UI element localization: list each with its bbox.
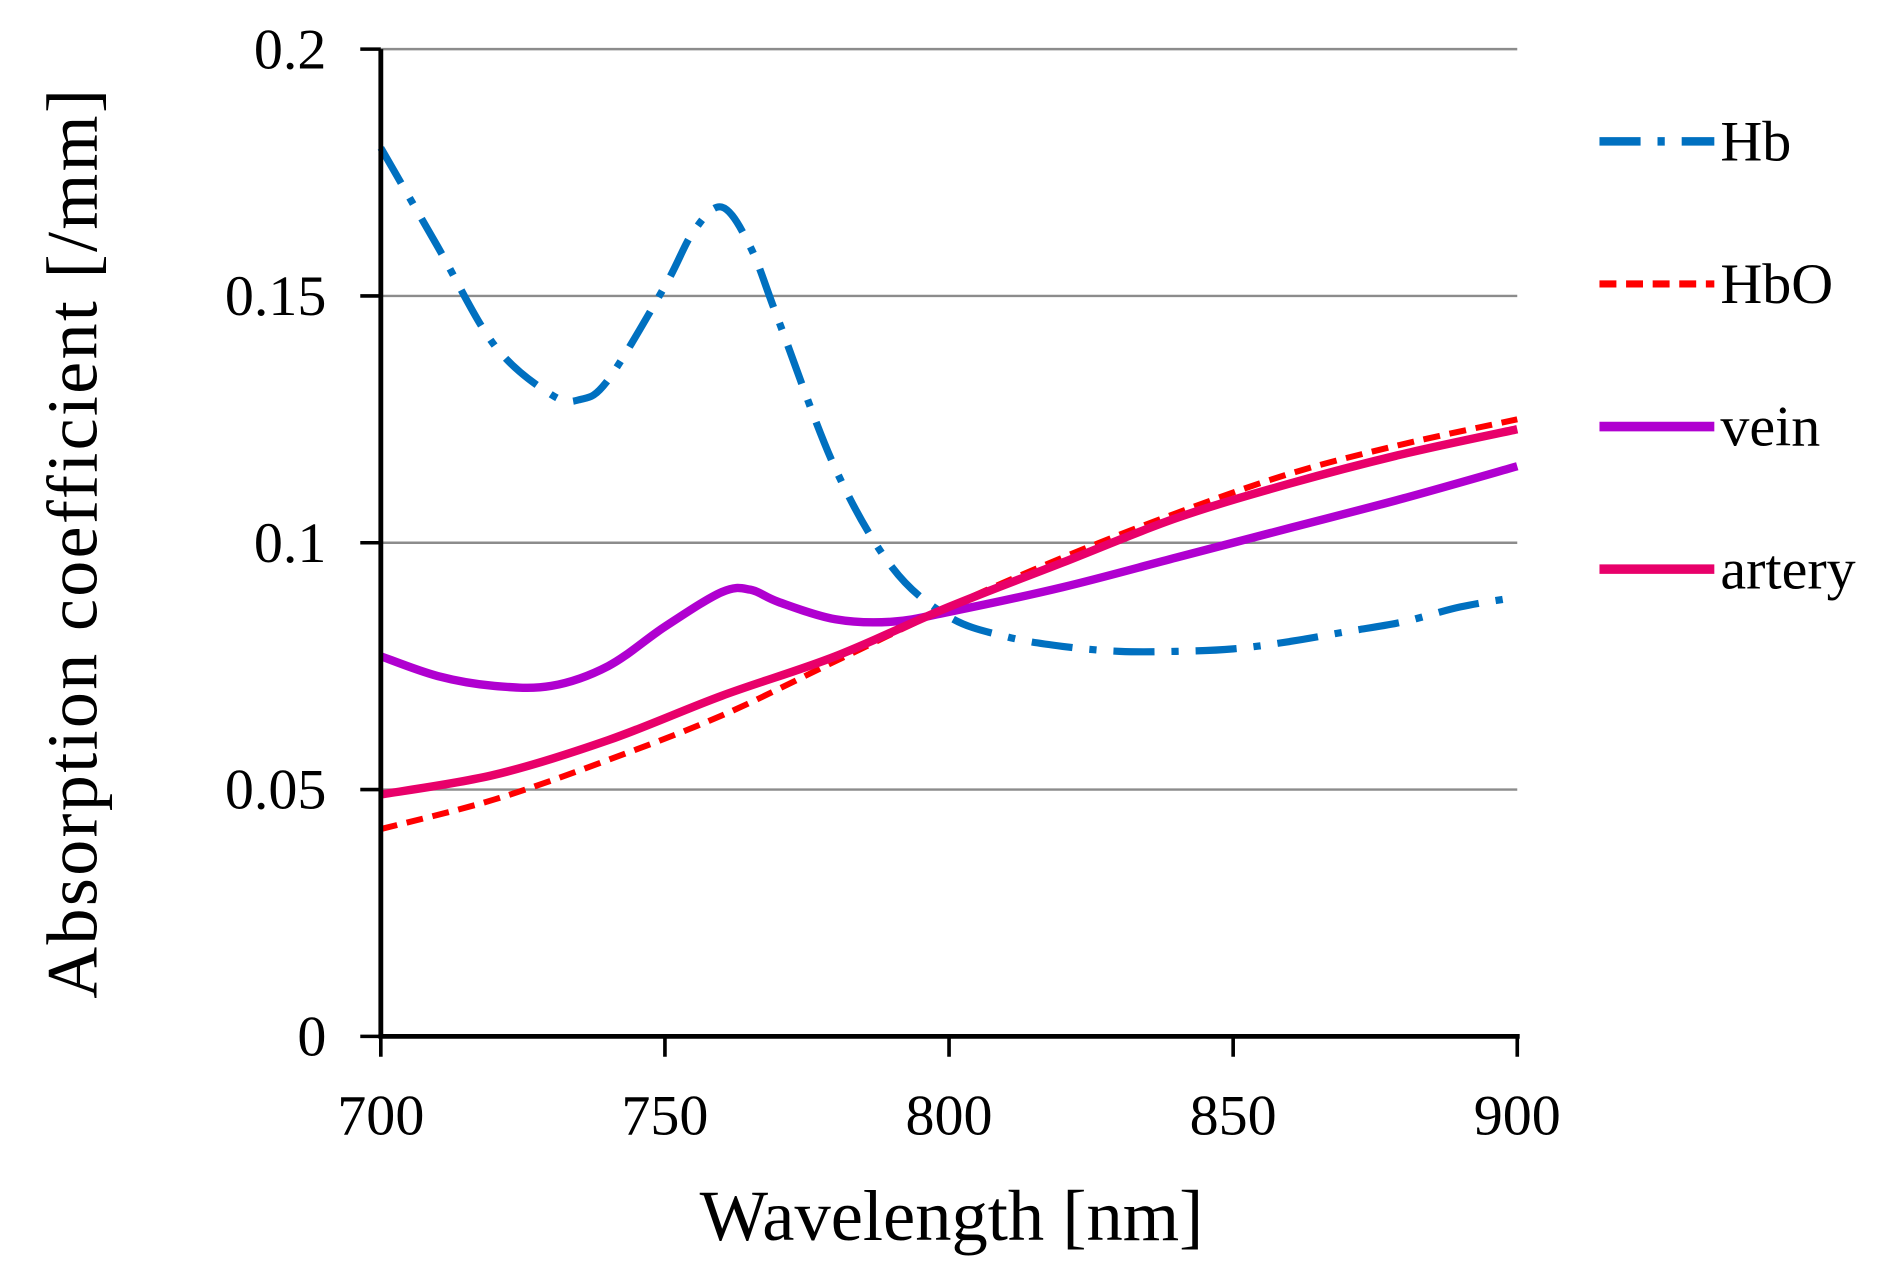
x-tick-label: 750	[621, 1085, 708, 1148]
series-line-hbo	[380, 416, 1518, 832]
y-tick-label: 0.15	[225, 265, 327, 328]
ticks: 0 0.05 0.1 0.15 0.2 700 750 800 850 900	[225, 19, 1561, 1148]
legend-label-vein: vein	[1720, 396, 1820, 459]
y-tick-label: 0.2	[254, 19, 327, 82]
y-tick-label: 0.1	[254, 512, 327, 575]
legend-label-hb: Hb	[1720, 111, 1791, 174]
legend-label-artery: artery	[1720, 539, 1855, 602]
x-axis-label: Wavelength [nm]	[700, 1176, 1204, 1256]
series-line-vein	[379, 462, 1519, 692]
legend-label-hbo: HbO	[1720, 253, 1833, 316]
x-tick-label: 900	[1474, 1085, 1561, 1148]
series-line-artery	[380, 425, 1519, 799]
legend: Hb HbO vein artery	[1599, 111, 1856, 602]
series-line-hb	[377, 146, 1518, 656]
x-tick-label: 850	[1190, 1085, 1277, 1148]
gridlines	[380, 47, 1518, 791]
y-tick-label: 0.05	[225, 759, 327, 822]
x-tick-label: 700	[337, 1085, 424, 1148]
series-lines	[377, 146, 1519, 832]
y-axis-label: Absorption coefficient [/mm]	[32, 87, 112, 999]
y-tick-label: 0	[297, 1006, 326, 1069]
x-tick-label: 800	[906, 1085, 993, 1148]
